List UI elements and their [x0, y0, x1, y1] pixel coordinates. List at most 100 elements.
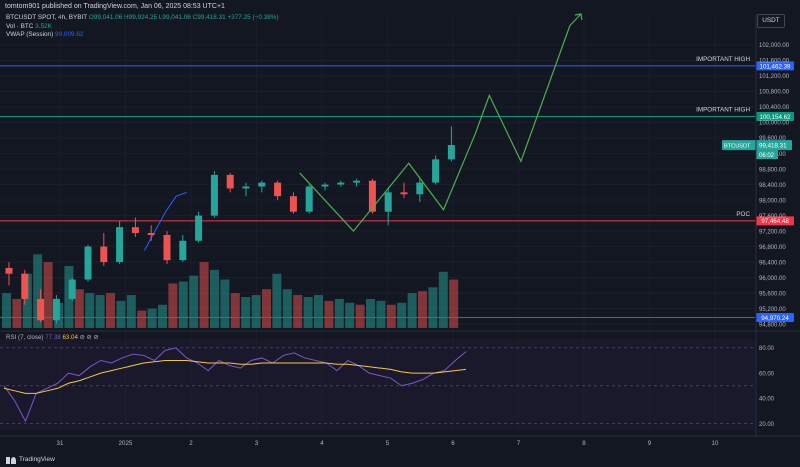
rsi-band: [0, 339, 755, 430]
tradingview-brand[interactable]: TradingView: [6, 453, 55, 467]
price-tick-label: 102,000.00: [759, 43, 790, 49]
price-tick-label: 96,400.00: [759, 260, 786, 266]
time-tick-label: 4: [320, 440, 324, 447]
rsi-legend: RSI (7, close) 77.38 63.04 ⊘ ⊘ ⊘: [6, 334, 99, 341]
volume-bar: [397, 302, 407, 328]
price-tick-label: 98,400.00: [759, 183, 786, 189]
key-level-value: 100,154.62: [760, 114, 792, 121]
rsi-settings-icons[interactable]: ⊘ ⊘ ⊘: [79, 334, 99, 341]
volume-bar: [12, 298, 22, 328]
volume-bar: [355, 304, 365, 328]
projection-arrow-shaft: [569, 13, 582, 27]
volume-bar: [449, 279, 459, 328]
volume-bar: [376, 300, 386, 328]
rsi-label[interactable]: RSI (7, close): [6, 334, 44, 341]
time-tick-label: 2025: [119, 440, 133, 447]
key-level-value: 94,970.24: [761, 315, 789, 322]
volume-bar: [158, 304, 167, 328]
candle-body: [447, 145, 455, 160]
volume-bar: [241, 296, 251, 328]
countdown-value: 06:02: [759, 153, 775, 159]
volume-bar: [22, 273, 32, 328]
footer: TradingView: [0, 453, 800, 467]
candle-body: [52, 298, 60, 321]
last-price-value: 99,418.31: [759, 142, 787, 149]
candle-body: [5, 267, 13, 274]
rsi-line: [3, 347, 467, 423]
volume-bar: [85, 293, 95, 328]
volume-bar: [126, 295, 136, 328]
candle-body: [226, 174, 234, 189]
symbol-label[interactable]: BTCUSDT SPOT, 4h, BYBIT: [6, 14, 88, 21]
key-level-tag: [756, 61, 794, 71]
publish-info: tomtom901 published on TradingView.com, …: [5, 3, 225, 10]
candle-body: [368, 180, 376, 212]
volume-bar: [272, 273, 282, 328]
price-tick-label: 96,800.00: [759, 245, 786, 251]
candle-body: [321, 184, 329, 187]
time-tick-label: 31: [57, 440, 64, 447]
volume-bar: [345, 302, 355, 328]
price-tick-label: 100,800.00: [759, 90, 790, 96]
rsi-ma-line: [3, 359, 467, 394]
volume-row: Vol · BTC 3.52K: [6, 23, 279, 32]
volume-bar: [2, 293, 11, 328]
candle-body: [68, 279, 76, 299]
candle-body: [305, 186, 313, 212]
price-tick-label: 95,200.00: [759, 307, 786, 313]
time-tick-label: 8: [582, 440, 586, 447]
rsi-value: 77.38: [45, 334, 61, 341]
price-tick-label: 97,200.00: [759, 229, 786, 235]
key-level-label: POC: [736, 211, 750, 218]
candle-body: [179, 240, 187, 261]
candle-body: [384, 192, 392, 212]
volume-value: 3.52K: [35, 22, 52, 30]
volume-label[interactable]: Vol · BTC: [6, 22, 34, 30]
time-tick-label: 10: [712, 440, 719, 447]
key-level-label: IMPORTANT HIGH: [696, 56, 750, 63]
volume-bar: [282, 289, 292, 328]
volume-bar: [314, 295, 323, 328]
price-tick-label: 94,800.00: [759, 322, 786, 328]
candle-body: [353, 180, 361, 183]
rsi-ma-value: 63.04: [62, 334, 78, 341]
volume-bar: [178, 281, 188, 328]
volume-bar: [43, 262, 53, 328]
volume-bar: [386, 304, 396, 328]
last-price-tag: [722, 140, 792, 151]
volume-bar: [189, 275, 199, 328]
time-tick-label: 6: [451, 440, 455, 447]
price-tick-label: 100,400.00: [759, 105, 790, 111]
volume-bar: [334, 298, 344, 328]
currency-button[interactable]: USDT: [757, 14, 785, 28]
vwap-row: VWAP (Session) 99,009.62: [6, 31, 279, 40]
key-level-tag: [756, 112, 794, 122]
countdown-tag: [756, 150, 778, 160]
key-level-value: 97,464.48: [761, 218, 789, 225]
vwap-value: 99,009.62: [55, 31, 84, 39]
key-level-tag: [756, 313, 794, 323]
time-tick-label: 2: [189, 440, 193, 447]
candle-body: [289, 196, 297, 212]
symbol-row: BTCUSDT SPOT, 4h, BYBIT O99,041.06 H99,9…: [6, 14, 279, 23]
key-level-tag: [756, 216, 794, 226]
candle-body: [274, 182, 282, 197]
volume-bar: [230, 293, 240, 328]
volume-bar: [210, 269, 219, 328]
volume-bar: [293, 295, 303, 328]
volume-bar: [366, 298, 375, 328]
vwap-label[interactable]: VWAP (Session): [6, 31, 54, 39]
candle-body: [210, 174, 218, 216]
tradingview-logo-icon: [6, 456, 16, 464]
key-level-label: IMPORTANT HIGH: [696, 107, 750, 114]
price-tick-label: 98,000.00: [759, 198, 786, 204]
time-tick-label: 5: [386, 440, 390, 447]
volume-bar: [168, 283, 178, 328]
volume-bar: [33, 254, 43, 328]
rsi-tick-label: 80.00: [759, 346, 775, 352]
volume-bar: [438, 271, 448, 328]
projection-path: [299, 25, 571, 233]
candle-body: [432, 159, 440, 183]
volume-bar: [95, 295, 105, 328]
